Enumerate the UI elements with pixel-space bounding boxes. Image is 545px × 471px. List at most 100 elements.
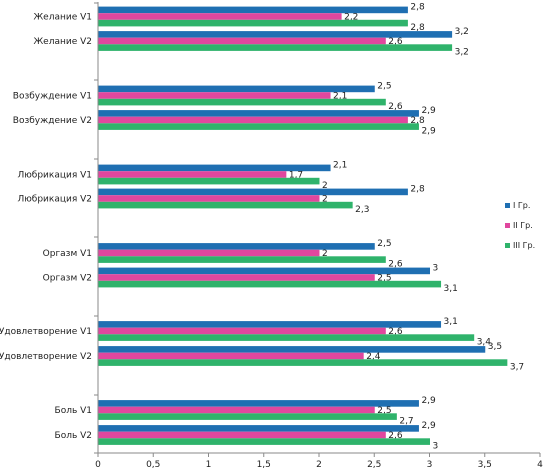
bar [98, 98, 386, 106]
bar [98, 359, 508, 366]
data-label: 2,6 [388, 37, 403, 47]
bar [98, 110, 419, 117]
bar [98, 249, 320, 257]
data-label: 1,7 [289, 171, 303, 181]
data-label: 2,9 [421, 396, 436, 406]
category-group: Боль V2 2,9 2,6 3 [55, 421, 439, 451]
category-label: Оргазм V1 [43, 249, 92, 259]
bar [98, 201, 353, 209]
category-label: Боль V2 [55, 431, 92, 441]
bar [98, 274, 375, 281]
data-label: 3 [433, 264, 439, 274]
category-label: Возбуждение V1 [13, 92, 92, 102]
category-group: Желание V2 3,2 2,6 3,2 [33, 27, 468, 57]
data-label: 2,2 [344, 13, 358, 23]
data-label: 2,9 [421, 126, 436, 136]
bar [98, 406, 375, 414]
bar [98, 425, 419, 432]
data-label: 2,6 [388, 431, 403, 441]
data-label: 3,4 [477, 337, 492, 347]
category-group: Желание V1 2,8 2,2 2,8 [33, 3, 425, 33]
x-tick-label: 1,5 [257, 460, 271, 470]
bar [98, 321, 442, 328]
category-group: Оргазм V2 3 2,5 3,1 [43, 264, 458, 294]
category-label: Удовлетворение V2 [0, 352, 92, 362]
data-label: 3,1 [444, 284, 458, 294]
legend-swatch [505, 203, 510, 208]
data-label: 2,5 [377, 82, 391, 92]
category-group: Возбуждение V2 2,92,82,9 [13, 106, 436, 136]
data-label: 3,5 [488, 342, 502, 352]
bar [98, 171, 287, 178]
bar [98, 116, 408, 124]
bar [98, 346, 486, 353]
category-label: Удовлетворение V1 [0, 327, 92, 337]
bar [98, 334, 475, 341]
bar [98, 400, 419, 407]
legend-label: II Гр. [513, 221, 533, 230]
x-tick-label: 3,5 [478, 460, 492, 470]
data-label: 2,6 [388, 327, 403, 337]
bar [98, 37, 386, 45]
data-label: 2,4 [366, 352, 381, 362]
category-label: Желание V1 [33, 13, 92, 23]
bar [98, 267, 430, 275]
data-label: 3 [433, 441, 439, 451]
data-label: 3,2 [455, 27, 469, 37]
data-label: 2,9 [421, 421, 436, 431]
category-label: Любрикация V1 [17, 171, 92, 181]
legend-swatch [505, 223, 510, 228]
data-label: 2,3 [355, 205, 369, 215]
bar [98, 195, 320, 202]
category-group: Любрикация V1 2,1 1,7 2 [17, 161, 347, 191]
category-group: Оргазм V1 2,5 2 2,6 [43, 239, 403, 269]
data-label: 3,1 [444, 317, 458, 327]
x-tick-label: 2,5 [367, 460, 381, 470]
data-label: 2,7 [399, 416, 413, 426]
category-group: Удовлетворение V2 3,5 2,4 3,7 [0, 342, 524, 372]
data-label: 2,8 [410, 185, 425, 195]
bar [98, 177, 320, 185]
data-label: 2,8 [410, 116, 425, 126]
data-label: 2 [322, 249, 328, 259]
x-tick-label: 0 [95, 460, 101, 470]
data-label: 3,2 [455, 47, 469, 57]
x-tick-label: 1 [206, 460, 212, 470]
bar [98, 243, 375, 250]
bar [98, 352, 364, 360]
bar [98, 13, 342, 20]
category-group: Любрикация V2 2,8 2 2,3 [17, 185, 425, 215]
data-label: 2 [322, 181, 328, 191]
bar [98, 327, 386, 335]
data-label: 2 [322, 195, 328, 205]
x-tick-label: 2 [316, 460, 322, 470]
data-label: 2,5 [377, 274, 391, 284]
data-label: 2,6 [388, 259, 403, 269]
x-tick-label: 4 [537, 460, 543, 470]
legend-label: I Гр. [513, 201, 530, 210]
category-group: Возбуждение V1 2,5 2,1 2,6 [13, 82, 403, 112]
bar [98, 85, 375, 93]
data-label: 2,8 [410, 3, 425, 13]
legend: I Гр. II Гр. III Гр. [505, 201, 535, 250]
bar [98, 188, 408, 196]
bar [98, 31, 453, 38]
bar [98, 44, 453, 51]
bar [98, 123, 419, 130]
x-tick-label: 3 [427, 460, 433, 470]
data-label: 2,5 [377, 406, 391, 416]
data-label: 3,7 [510, 362, 524, 372]
category-group: Боль V1 2,9 2,5 2,7 [55, 396, 437, 426]
legend-swatch [505, 243, 510, 248]
data-label: 2,1 [333, 92, 347, 102]
category-group: Удовлетворение V1 3,1 2,6 3,4 [0, 317, 491, 347]
data-label: 2,5 [377, 239, 391, 249]
data-label: 2,8 [410, 23, 425, 33]
bar [98, 6, 408, 14]
bar [98, 438, 430, 445]
category-label: Оргазм V2 [43, 274, 92, 284]
bar [98, 164, 331, 172]
bar [98, 256, 386, 263]
bar [98, 19, 408, 27]
